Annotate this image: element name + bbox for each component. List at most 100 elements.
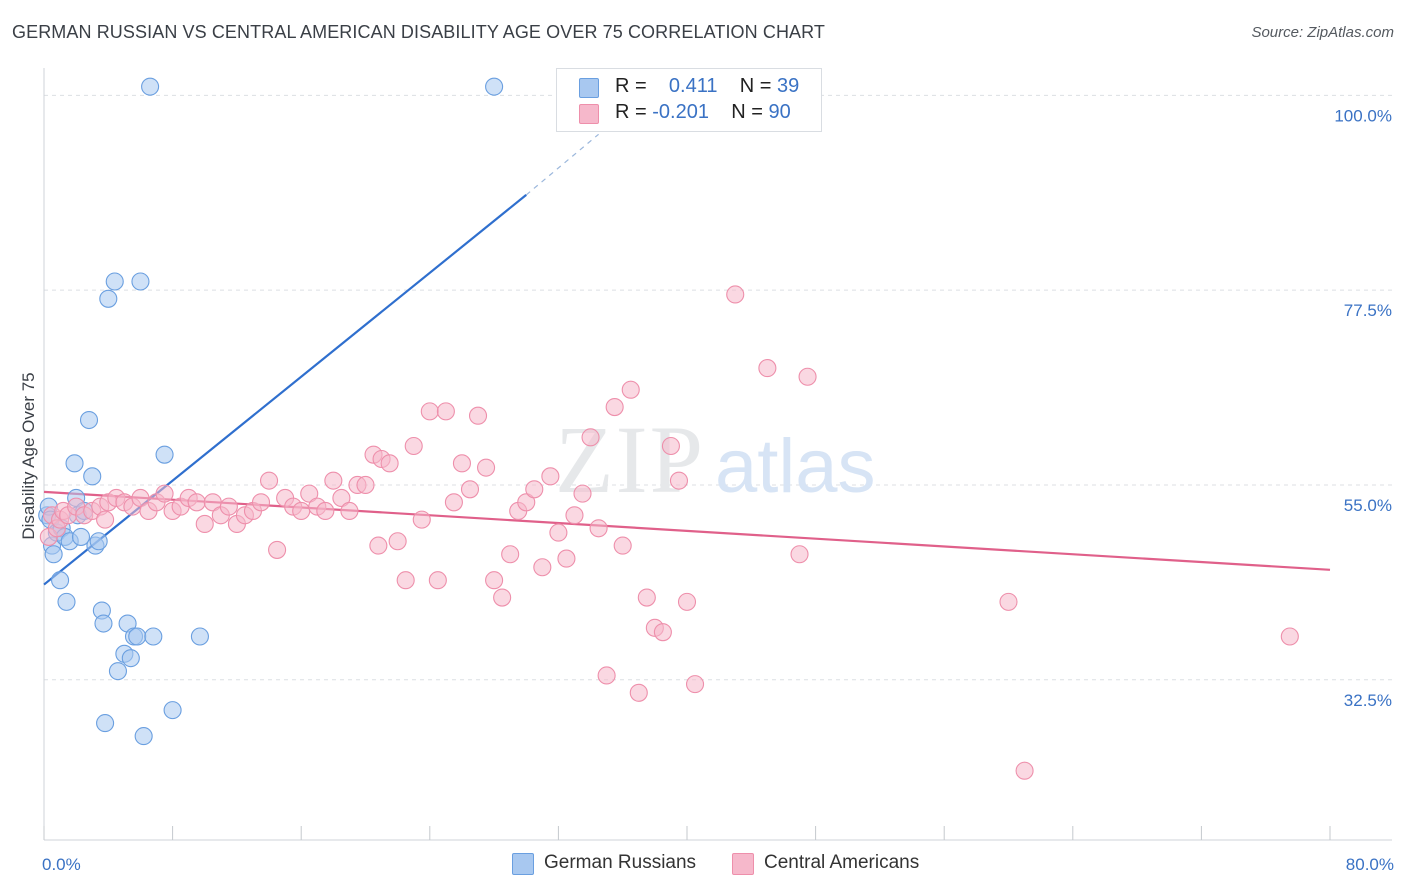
point-central-americans	[195, 514, 214, 533]
point-central-americans	[798, 367, 817, 386]
point-central-americans	[300, 484, 319, 503]
legend-r-label: R =	[615, 75, 647, 97]
point-central-americans	[420, 402, 439, 421]
point-central-americans	[597, 666, 616, 685]
point-central-americans	[412, 510, 431, 529]
point-central-americans	[380, 454, 399, 473]
legend-n-label: N =	[739, 75, 772, 97]
bottom-legend-label: German Russians	[544, 852, 697, 873]
point-central-americans	[369, 536, 388, 555]
legend-swatch-central-americans	[579, 104, 599, 124]
y-tick-label: 100.0%	[1334, 106, 1392, 125]
point-german-russians	[65, 454, 84, 473]
point-german-russians	[57, 592, 76, 611]
point-central-americans	[533, 558, 552, 577]
point-central-americans	[396, 571, 415, 590]
point-german-russians	[96, 714, 115, 733]
point-central-americans	[661, 436, 680, 456]
point-central-americans	[460, 480, 480, 499]
point-central-americans	[493, 588, 512, 607]
point-central-americans	[404, 436, 423, 456]
point-central-americans	[565, 506, 584, 525]
y-tick-label: 77.5%	[1344, 301, 1392, 320]
legend-r-value: -0.201	[652, 101, 709, 123]
point-central-americans	[219, 497, 238, 516]
point-german-russians	[128, 627, 147, 646]
point-german-russians	[83, 467, 102, 486]
chart-title: GERMAN RUSSIAN VS CENTRAL AMERICAN DISAB…	[12, 22, 826, 42]
y-tick-label: 55.0%	[1344, 496, 1392, 515]
point-central-americans	[669, 471, 689, 490]
point-german-russians	[94, 614, 113, 633]
point-central-americans	[589, 519, 608, 538]
point-central-americans	[758, 359, 777, 378]
point-german-russians	[105, 272, 124, 291]
point-german-russians	[144, 627, 163, 646]
point-central-americans	[637, 588, 656, 607]
point-german-russians	[108, 662, 127, 681]
point-central-americans	[477, 458, 496, 477]
y-axis-label: Disability Age Over 75	[19, 372, 38, 539]
point-german-russians	[89, 532, 108, 551]
point-central-americans	[96, 510, 115, 529]
point-central-americans	[251, 493, 271, 512]
point-central-americans	[428, 571, 447, 590]
point-central-americans	[621, 380, 640, 399]
x-tick-label: 80.0%	[1346, 855, 1394, 874]
point-central-americans	[444, 493, 463, 512]
point-central-americans	[501, 545, 520, 564]
point-central-americans	[436, 402, 455, 421]
point-german-russians	[155, 445, 174, 464]
point-central-americans	[292, 501, 311, 521]
bottom-legend-swatch-central-americans	[732, 853, 754, 875]
point-central-americans	[356, 475, 375, 495]
legend-n-value: 90	[768, 101, 791, 123]
point-central-americans	[629, 683, 648, 702]
point-central-americans	[316, 501, 335, 521]
point-central-americans	[525, 480, 544, 499]
point-central-americans	[557, 549, 576, 568]
point-central-americans	[605, 397, 624, 417]
point-german-russians	[485, 77, 504, 96]
point-central-americans	[452, 454, 472, 473]
point-central-americans	[1280, 627, 1299, 646]
tick-labels: 32.5% 55.0% 77.5% 100.0% 0.0% 80.0%	[42, 106, 1394, 874]
grid-lines	[44, 94, 1392, 681]
point-central-americans	[517, 493, 536, 512]
point-german-russians	[51, 571, 70, 590]
axes	[43, 68, 1392, 841]
point-german-russians	[141, 77, 160, 96]
point-central-americans	[677, 592, 697, 611]
point-central-americans	[573, 484, 592, 503]
point-german-russians	[134, 727, 153, 746]
point-german-russians	[79, 410, 99, 430]
point-central-americans	[259, 471, 279, 490]
point-central-americans	[999, 592, 1018, 611]
legend-r-value: 0.411	[668, 75, 718, 97]
point-central-americans	[468, 406, 488, 425]
legend-swatch-german-russians	[579, 78, 599, 98]
point-central-americans	[653, 623, 672, 642]
legend-n-label: N =	[731, 101, 763, 123]
data-points	[38, 77, 1299, 780]
point-central-americans	[685, 675, 705, 694]
x-tick-label: 0.0%	[42, 855, 81, 874]
point-german-russians	[131, 272, 150, 291]
point-central-americans	[324, 471, 343, 490]
y-tick-label: 32.5%	[1344, 691, 1392, 710]
point-german-russians	[163, 701, 182, 720]
point-central-americans	[388, 532, 407, 551]
point-central-americans	[541, 467, 560, 486]
point-german-russians	[44, 545, 63, 564]
point-central-americans	[1015, 761, 1034, 780]
legend-r-label: R =	[615, 101, 647, 123]
point-german-russians	[99, 289, 118, 308]
watermark-atlas: atlas	[715, 424, 876, 509]
point-central-americans	[332, 488, 351, 508]
point-central-americans	[187, 493, 206, 512]
chart-source: Source: ZipAtlas.com	[1251, 24, 1394, 41]
point-german-russians	[71, 527, 91, 546]
point-central-americans	[613, 536, 632, 555]
point-central-americans	[581, 428, 600, 447]
